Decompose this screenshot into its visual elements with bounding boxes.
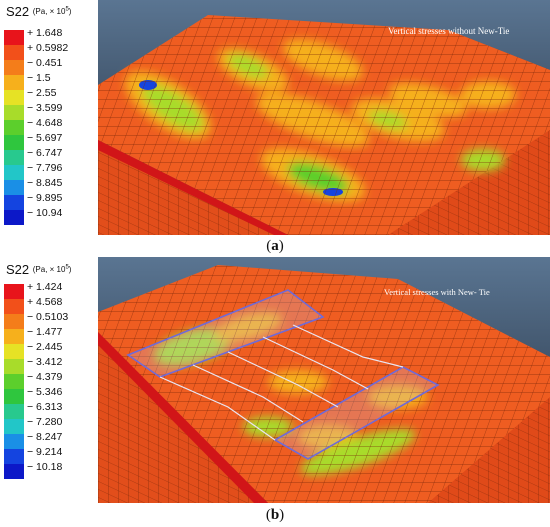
legend-value: − 6.313 — [27, 401, 63, 413]
legend-value: + 4.568 — [27, 296, 63, 308]
legend-unit: (Pa, × 105) — [32, 6, 72, 16]
legend-value: − 7.796 — [27, 162, 63, 174]
legend-value: + 1.424 — [27, 281, 63, 293]
legend-swatch — [4, 165, 24, 180]
legend-value: − 10.94 — [27, 207, 63, 219]
simulation-view-a: Vertical stresses without New-Tie — [98, 0, 550, 235]
legend-value: − 0.5103 — [27, 311, 69, 323]
legend-value: − 3.412 — [27, 356, 63, 368]
legend-labels-b: + 1.424 + 4.568 − 0.5103 − 1.477 − 2.445 − 3.… — [27, 280, 68, 475]
caption-b: Vertical stresses with New- Tie — [384, 287, 490, 297]
legend-swatch — [4, 210, 24, 225]
legend-swatch — [4, 120, 24, 135]
legend-value: − 5.346 — [27, 386, 63, 398]
legend-value: − 7.280 — [27, 416, 63, 428]
legend-unit: (Pa, × 105) — [32, 264, 72, 274]
legend-b: S22 (Pa, × 105) + 1.424 + 4.568 − 0.5103 − … — [0, 258, 98, 506]
legend-value: − 8.845 — [27, 177, 63, 189]
legend-value: − 4.648 — [27, 117, 63, 129]
legend-value: − 3.599 — [27, 102, 63, 114]
simulation-view-b: Vertical stresses with New- Tie — [98, 257, 550, 503]
legend-swatch — [4, 464, 24, 479]
legend-value: + 1.648 — [27, 27, 63, 39]
new-tie-structure — [126, 289, 440, 460]
legend-swatch — [4, 135, 24, 150]
legend-swatch — [4, 45, 24, 60]
legend-swatch — [4, 344, 24, 359]
legend-swatch — [4, 359, 24, 374]
legend-swatch — [4, 30, 24, 45]
legend-labels-a: + 1.648 + 0.5982 − 0.451 − 1.5 − 2.55 − 3.599… — [27, 26, 68, 221]
legend-value: − 8.247 — [27, 431, 63, 443]
caption-a: Vertical stresses without New-Tie — [388, 26, 510, 36]
legend-title-b: S22 (Pa, × 105) — [6, 262, 71, 277]
legend-value: + 0.5982 — [27, 42, 69, 54]
panel-label-a: (a) — [266, 238, 284, 254]
legend-swatch — [4, 434, 24, 449]
legend-value: − 6.747 — [27, 147, 63, 159]
legend-swatch — [4, 284, 24, 299]
legend-swatch — [4, 105, 24, 120]
legend-title-a: S22 (Pa, × 105) — [6, 4, 71, 19]
legend-value: − 1.477 — [27, 326, 63, 338]
legend-swatch — [4, 195, 24, 210]
legend-swatch — [4, 419, 24, 434]
legend-value: − 4.379 — [27, 371, 63, 383]
legend-a: S22 (Pa, × 105) + 1.648 + 0.5982 − 0.451 − … — [0, 0, 98, 238]
legend-value: − 0.451 — [27, 57, 63, 69]
legend-swatch — [4, 329, 24, 344]
legend-swatch — [4, 449, 24, 464]
legend-value: − 9.895 — [27, 192, 63, 204]
legend-swatch — [4, 299, 24, 314]
legend-value: − 1.5 — [27, 72, 51, 84]
legend-swatch — [4, 150, 24, 165]
legend-variable: S22 — [6, 4, 30, 19]
legend-swatches-b — [4, 284, 24, 479]
legend-swatches-a — [4, 30, 24, 225]
legend-value: − 2.445 — [27, 341, 63, 353]
legend-swatch — [4, 75, 24, 90]
legend-swatch — [4, 180, 24, 195]
legend-swatch — [4, 389, 24, 404]
legend-value: − 10.18 — [27, 461, 63, 473]
legend-swatch — [4, 90, 24, 105]
legend-value: − 5.697 — [27, 132, 63, 144]
panel-label-b: (b) — [265, 507, 285, 523]
legend-swatch — [4, 374, 24, 389]
legend-swatch — [4, 404, 24, 419]
legend-value: − 2.55 — [27, 87, 57, 99]
legend-swatch — [4, 314, 24, 329]
legend-value: − 9.214 — [27, 446, 63, 458]
legend-swatch — [4, 60, 24, 75]
legend-variable: S22 — [6, 262, 30, 277]
